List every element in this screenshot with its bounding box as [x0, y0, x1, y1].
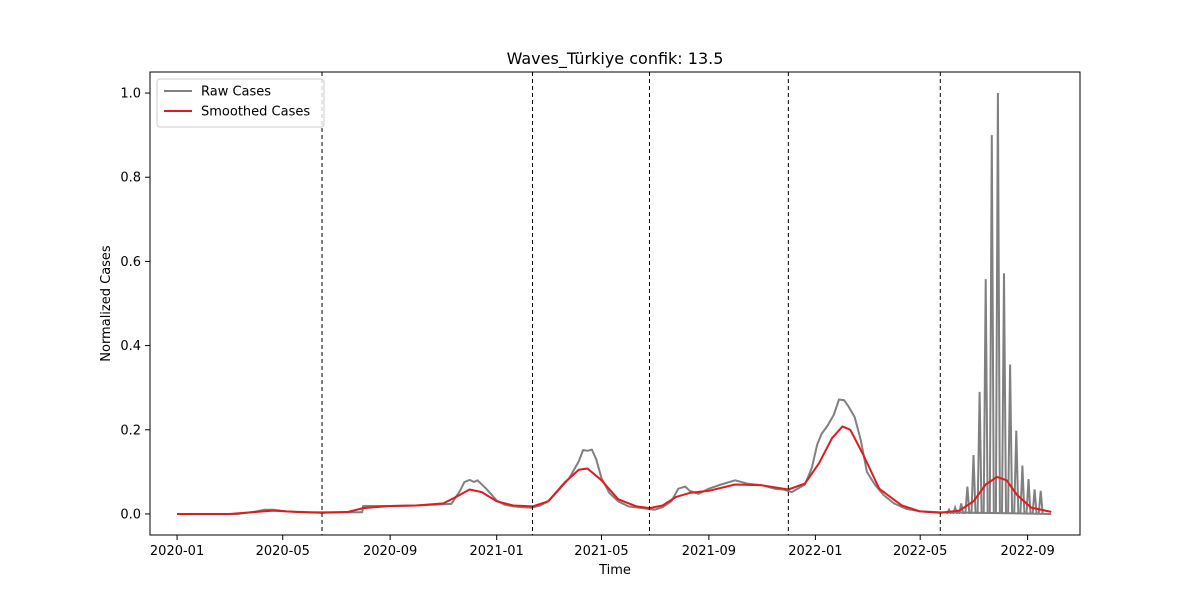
raw-cases-spike [970, 454, 977, 515]
x-tick-label: 2022-09 [1000, 544, 1054, 559]
raw-cases-line [177, 398, 941, 515]
x-tick-label: 2020-01 [150, 544, 204, 559]
x-tick-label: 2021-05 [574, 544, 628, 559]
plot-area [149, 71, 1081, 536]
legend-box [156, 78, 325, 128]
raw-cases-spike [1037, 490, 1044, 515]
y-axis: 0.0 0.2 0.4 0.6 0.8 1.0 [120, 87, 150, 522]
chart-title: Waves_Türkiye confik: 13.5 [507, 49, 724, 69]
raw-cases-spike [1031, 489, 1038, 515]
y-axis-title: Normalized Cases [99, 245, 114, 362]
raw-cases-spike [982, 279, 989, 515]
y-tick-label: 0.6 [120, 255, 141, 270]
y-tick-label: 0.8 [120, 171, 141, 186]
y-tick-label: 0.0 [120, 507, 141, 522]
y-tick-label: 1.0 [120, 87, 141, 102]
raw-cases-spike [1025, 478, 1032, 515]
legend-label-raw: Raw Cases [201, 85, 271, 100]
smoothed-cases-line [177, 425, 1052, 515]
raw-cases-spike [964, 486, 971, 515]
raw-cases-spike [1001, 273, 1007, 515]
legend-label-smoothed: Smoothed Cases [201, 105, 310, 120]
raw-cases-spike [994, 92, 1001, 515]
raw-cases-spike [1007, 364, 1014, 515]
x-axis: 2020-01 2020-05 2020-09 2021-01 2021-05 2021-… [150, 535, 1055, 559]
x-tick-label: 2021-09 [682, 544, 736, 559]
raw-cases-spike [988, 135, 995, 515]
raw-cases-spike [976, 391, 983, 515]
legend: Raw Cases Smoothed Cases [156, 78, 325, 128]
y-tick-label: 0.2 [120, 423, 141, 438]
x-tick-label: 2022-01 [788, 544, 842, 559]
plot-frame [149, 71, 1081, 536]
y-tick-label: 0.4 [120, 339, 141, 354]
x-axis-title: Time [598, 563, 631, 578]
raw-cases-baseline [940, 511, 1052, 515]
x-tick-label: 2022-05 [893, 544, 947, 559]
raw-cases-spike [1019, 465, 1026, 515]
x-tick-label: 2020-05 [256, 544, 310, 559]
x-tick-label: 2020-09 [363, 544, 417, 559]
raw-cases-spike [1013, 430, 1020, 515]
x-tick-label: 2021-01 [470, 544, 524, 559]
